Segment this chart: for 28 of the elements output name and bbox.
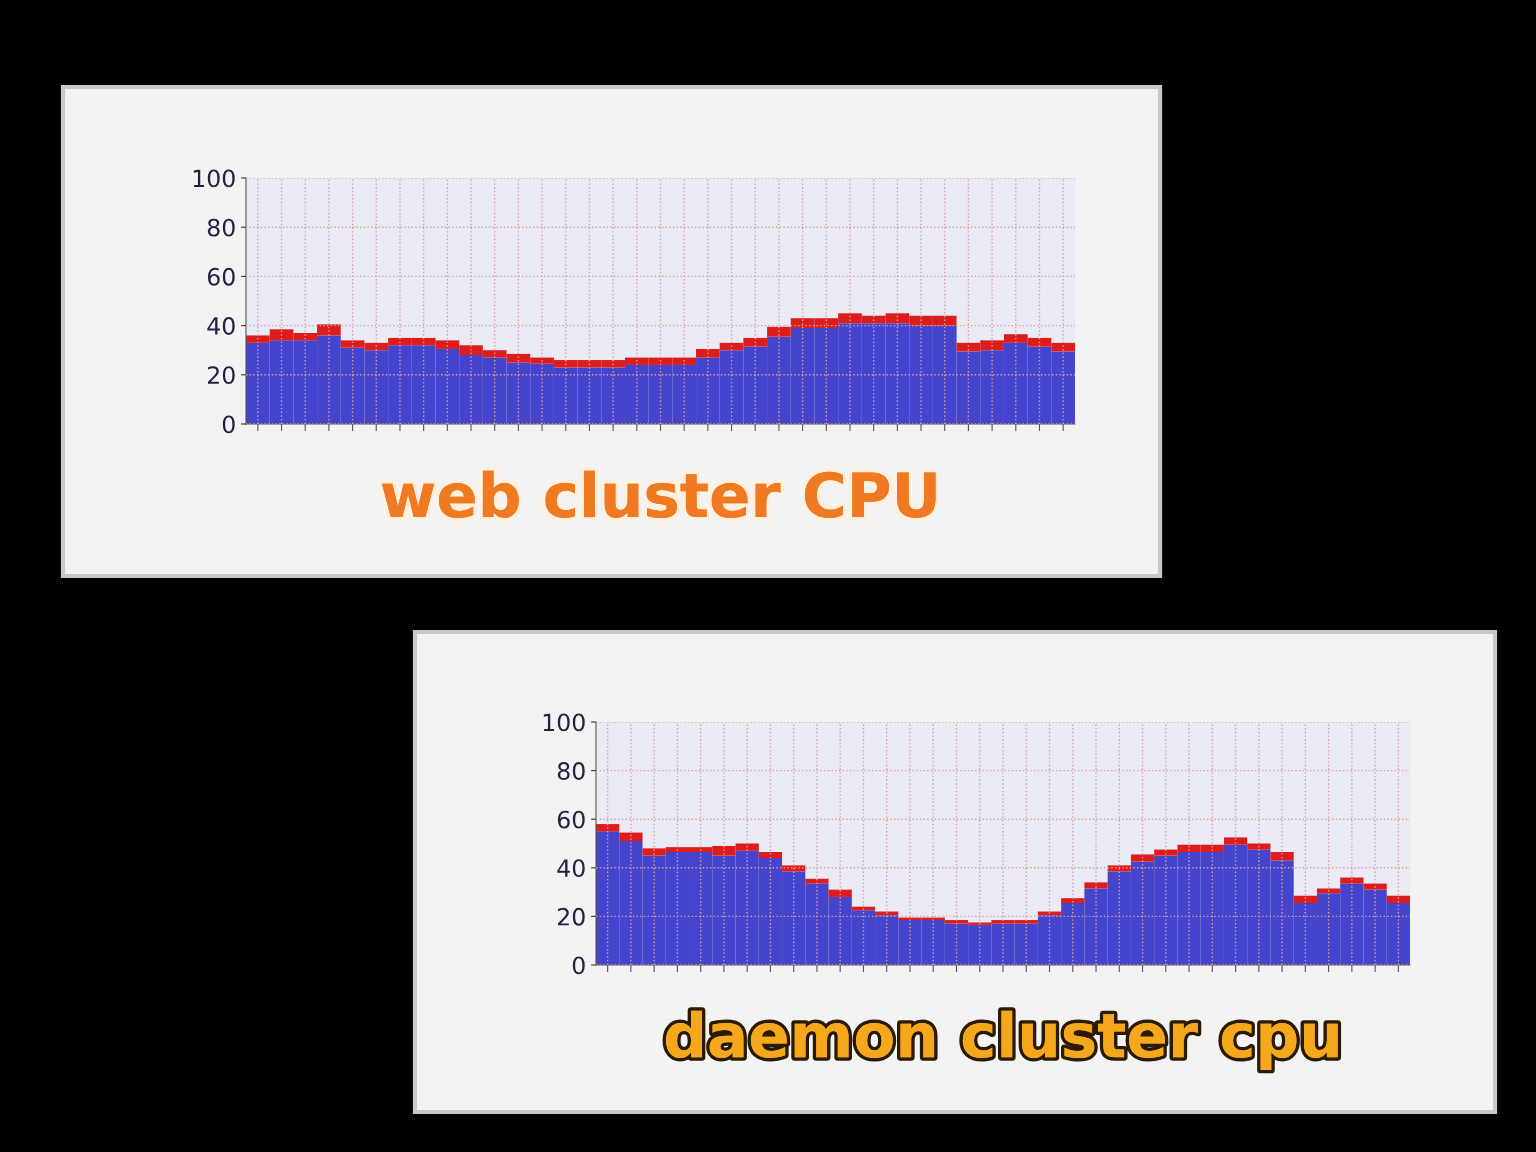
y-tick-label: 100 [193,169,235,188]
bar [1386,895,1410,904]
y-tick-label: 40 [207,317,235,335]
y-tick-label: 0 [222,415,235,434]
bar [1084,882,1108,889]
bar [758,852,783,859]
y-tick-label: 0 [572,956,585,975]
bar [1316,888,1341,894]
y-tick-label: 80 [557,762,585,780]
y-tick-label: 20 [207,366,235,385]
y-tick-label: 40 [557,859,585,878]
bar [619,832,643,842]
bar [805,878,829,884]
bar [1061,898,1085,904]
text: daemon cluster cpu [666,1010,1338,1070]
bar [1270,852,1294,861]
y-tick-label: 100 [543,713,585,732]
bar [1107,865,1131,872]
bar [782,865,806,872]
y-tick-label: 80 [207,218,235,237]
text: web cluster CPU [381,470,936,518]
y-tick-label: 20 [557,907,585,926]
y-tick-label: 60 [557,810,585,829]
bar [1363,883,1387,890]
bar [828,889,852,897]
bar [1340,877,1364,884]
y-tick-label: 60 [207,267,235,286]
bar [1293,895,1317,904]
